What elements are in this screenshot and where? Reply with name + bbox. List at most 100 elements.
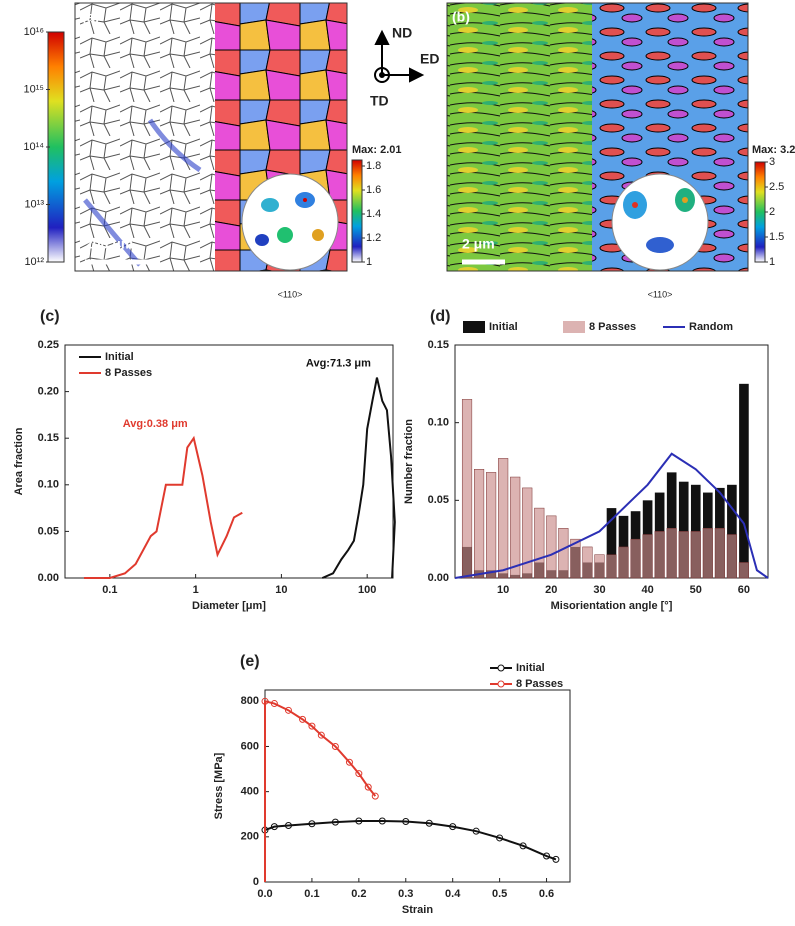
y-tick-label: 0.00 — [428, 572, 449, 584]
legend-swatch — [563, 321, 585, 333]
y-tick-label: 0 — [253, 876, 259, 888]
x-axis-label: Misorientation angle [°] — [551, 600, 673, 612]
y-tick-label: 0.15 — [38, 432, 59, 444]
y-tick-label: 0.10 — [38, 479, 59, 491]
axes-triad — [374, 29, 425, 83]
bar — [726, 534, 737, 579]
marker — [270, 700, 278, 708]
legend-label: 8 Passes — [516, 678, 563, 690]
y-tick-label: 0.20 — [38, 386, 59, 398]
y-tick-label: 0.25 — [38, 339, 59, 351]
marker — [284, 822, 292, 830]
bar — [570, 538, 581, 579]
marker — [308, 820, 316, 828]
colorbar-tick-label: 1.6 — [366, 184, 381, 196]
pole-figure — [241, 173, 339, 271]
marker — [299, 715, 307, 723]
bar — [714, 528, 725, 579]
bar — [642, 534, 653, 579]
y-tick-label: 0.05 — [428, 494, 449, 506]
colorbar-tick-label: 1.8 — [366, 160, 381, 172]
series-line — [264, 820, 557, 882]
bar — [727, 484, 737, 578]
legend-label: Initial — [516, 662, 545, 674]
marker — [355, 770, 363, 778]
x-tick-label: 0.1 — [102, 584, 117, 596]
colorbar — [47, 31, 65, 263]
bar — [486, 472, 497, 579]
marker — [472, 827, 480, 835]
marker — [331, 742, 339, 750]
bar — [606, 554, 617, 579]
pole-figure — [611, 173, 709, 271]
marker — [378, 817, 386, 825]
axis-label: TD — [370, 93, 389, 109]
bar — [510, 476, 521, 579]
frame — [446, 2, 749, 272]
x-axis-label: Strain — [402, 904, 433, 916]
x-tick-label: 20 — [545, 584, 557, 596]
marker — [284, 706, 292, 714]
bar — [461, 399, 473, 579]
legend-swatch — [463, 321, 485, 333]
marker — [371, 792, 379, 800]
colorbar-tick-label: 1.2 — [366, 232, 381, 244]
y-axis-label: Number fraction — [403, 419, 415, 504]
series-line — [454, 452, 769, 579]
bar — [498, 458, 509, 579]
bar — [702, 528, 713, 579]
x-tick-label: 0.4 — [445, 888, 461, 900]
panel-label: (c) — [40, 308, 60, 325]
colorbar-tick-label: 10¹² — [24, 256, 44, 268]
marker — [331, 818, 339, 826]
legend-marker — [497, 664, 505, 672]
x-tick-label: 0.1 — [304, 888, 319, 900]
bar — [666, 528, 677, 579]
x-tick-label: 50 — [690, 584, 702, 596]
colorbar-tick-label: 1 — [769, 256, 775, 268]
x-tick-label: 30 — [593, 584, 605, 596]
plot-frame — [64, 344, 394, 579]
micrograph — [75, 3, 215, 271]
y-tick-label: 0.00 — [38, 572, 59, 584]
y-tick-label: 200 — [241, 831, 259, 843]
pole-blobs — [255, 192, 324, 246]
marker — [402, 817, 410, 825]
micrograph — [447, 3, 592, 271]
bar — [678, 531, 689, 579]
max-label: Max: 2.01 — [352, 144, 402, 156]
y-axis-label: Area fraction — [13, 427, 25, 495]
bar — [654, 531, 665, 579]
marker — [425, 819, 433, 827]
annotation: Avg:0.38 μm — [123, 418, 188, 430]
x-tick-label: 10 — [497, 584, 509, 596]
bar — [739, 383, 749, 578]
colorbar-tick-label: 1.4 — [366, 208, 381, 220]
bar — [558, 528, 569, 579]
legend-label: Random — [689, 321, 733, 333]
panel-label: (e) — [240, 653, 260, 670]
bar — [690, 531, 701, 579]
legend-label: Initial — [489, 321, 518, 333]
marker — [364, 783, 372, 791]
marker — [449, 823, 457, 831]
series-line — [321, 377, 396, 579]
marker — [543, 852, 551, 860]
y-tick-label: 400 — [241, 786, 259, 798]
x-tick-label: 0.6 — [539, 888, 554, 900]
plot-frame — [264, 689, 571, 883]
direction-label: <110> — [648, 289, 673, 299]
axis-label: ND — [392, 25, 412, 41]
y-tick-label: 0.05 — [38, 525, 59, 537]
legend-label: Initial — [105, 351, 134, 363]
bar — [606, 508, 617, 578]
marker — [345, 758, 353, 766]
legend-marker — [497, 680, 505, 688]
marker — [552, 855, 560, 863]
colorbar-tick-label: 10¹⁵ — [24, 83, 44, 95]
panel-label: (a) — [82, 9, 99, 25]
pole-blobs — [623, 188, 695, 253]
colorbar — [754, 161, 766, 263]
bar — [546, 515, 557, 579]
